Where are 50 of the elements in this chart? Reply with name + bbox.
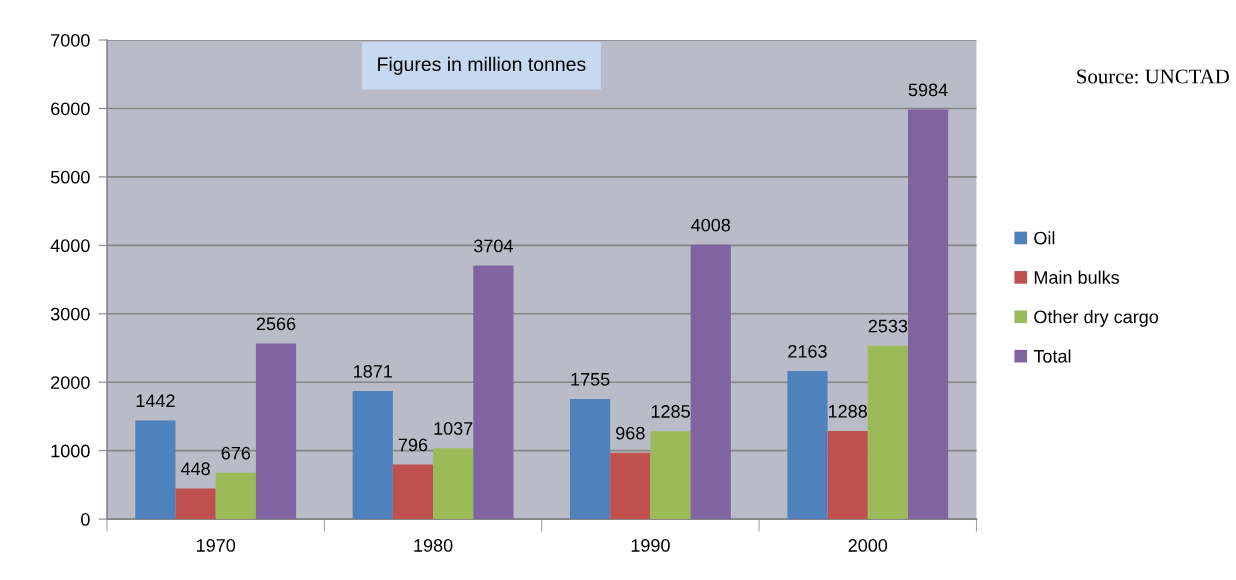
data-label: 1871 [354,364,392,378]
bar [867,345,908,520]
bar [787,371,828,520]
bar [352,391,393,520]
bar [610,452,651,520]
bar [215,472,256,520]
data-label: 676 [221,446,251,460]
bar [392,464,434,520]
legend-label: Oil [1034,231,1055,245]
bar [135,420,176,520]
legend-label: Main bulks [1034,270,1120,284]
source-note: Source: UNCTAD [1077,69,1229,84]
legend-label: Total [1033,349,1071,363]
data-label: 2566 [256,317,296,331]
annotation: Figures in million tonnes [378,56,586,75]
bar [255,343,297,520]
y-tick-label: 4000 [50,239,90,253]
bar [827,430,868,520]
data-label: 1285 [651,405,690,418]
data-label: 1442 [136,394,175,407]
x-tick-label: 1970 [197,539,236,552]
bar [569,398,611,520]
y-tick-label: 0 [81,513,90,526]
x-tick-label: 1980 [414,539,453,552]
data-label: 5984 [908,83,948,97]
data-label: 2533 [868,319,908,333]
data-label: 448 [180,462,210,476]
bar [690,244,731,520]
data-label: 1288 [828,404,867,418]
y-tick-label: 1000 [51,444,90,458]
data-label: 1755 [571,373,610,386]
legend-label: Other dry cargo [1034,310,1159,327]
data-label: 4008 [691,218,731,232]
bar [433,448,474,520]
bar [175,488,216,520]
y-tick-label: 6000 [51,102,90,116]
data-label: 1037 [434,422,473,435]
data-label: 796 [398,438,428,452]
x-tick-label: 1990 [631,539,670,552]
x-tick-label: 2000 [848,539,888,552]
data-label: 3704 [473,239,513,253]
y-tick-label: 3000 [50,307,90,321]
y-tick-label: 7000 [51,33,90,47]
data-label: 968 [616,426,645,440]
y-tick-label: 2000 [51,376,90,389]
bar [473,265,514,520]
y-tick-label: 5000 [50,170,90,184]
bar [650,431,691,520]
data-label: 2163 [788,344,827,358]
bar [907,109,949,520]
